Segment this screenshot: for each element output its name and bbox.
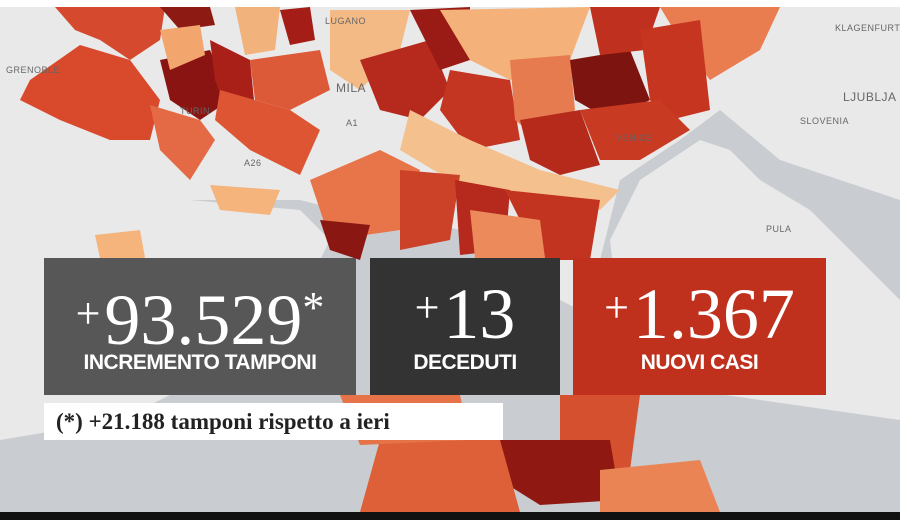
region xyxy=(310,150,420,240)
map-label: PULA xyxy=(766,224,792,234)
region xyxy=(95,230,145,258)
stat-box: +1.367 NUOVI CASI xyxy=(573,258,826,395)
region xyxy=(400,170,460,250)
region xyxy=(55,7,165,60)
region xyxy=(215,90,320,175)
map-label: LJUBLJA xyxy=(843,90,897,104)
region xyxy=(280,7,315,45)
stat-sign: + xyxy=(604,283,629,332)
map-label: SLOVENIA xyxy=(800,116,849,126)
map-label: MILA xyxy=(336,81,366,95)
region xyxy=(330,10,410,90)
region xyxy=(440,70,520,150)
region xyxy=(160,50,230,120)
stat-mark: * xyxy=(302,283,325,332)
stat-number: 93.529 xyxy=(104,280,303,360)
region xyxy=(400,110,620,210)
stat-box: +13 DECEDUTI xyxy=(370,258,560,395)
stat-value: +93.529* xyxy=(44,268,356,360)
map-label: VENICE xyxy=(616,133,653,143)
region xyxy=(580,100,690,160)
region xyxy=(505,190,600,260)
map-label: TURIN xyxy=(180,106,210,116)
region xyxy=(500,440,620,505)
stat-sign: + xyxy=(75,289,101,338)
region xyxy=(20,45,160,140)
border xyxy=(0,512,900,520)
map-label: GRENOBLE xyxy=(6,65,60,75)
stat-value: +13 xyxy=(370,268,560,354)
region xyxy=(160,7,215,30)
region xyxy=(570,50,650,120)
border xyxy=(0,0,900,7)
region xyxy=(160,25,205,70)
region xyxy=(640,20,710,120)
stat-label: DECEDUTI xyxy=(413,351,517,374)
region xyxy=(470,210,545,258)
stat-label: INCREMENTO TAMPONI xyxy=(83,351,317,374)
stat-label: NUOVI CASI xyxy=(640,351,759,374)
region xyxy=(250,50,330,110)
region xyxy=(210,185,280,215)
stat-sign: + xyxy=(414,283,440,332)
stat-box: +93.529* INCREMENTO TAMPONI xyxy=(44,258,356,395)
region xyxy=(150,105,215,180)
region xyxy=(360,440,520,512)
region xyxy=(235,7,280,55)
stat-number: 13 xyxy=(443,274,516,354)
map-label: LUGANO xyxy=(325,16,366,26)
footnote: (*) +21.188 tamponi rispetto a ieri xyxy=(44,403,503,440)
map-label: KLAGENFURT xyxy=(835,23,900,33)
map-label: A26 xyxy=(244,158,262,168)
region xyxy=(600,460,720,512)
region xyxy=(520,110,600,175)
map-label: A1 xyxy=(346,118,358,128)
stat-value: +1.367 xyxy=(573,268,826,354)
region xyxy=(320,220,370,260)
region xyxy=(360,40,450,120)
stat-number: 1.367 xyxy=(632,274,795,354)
